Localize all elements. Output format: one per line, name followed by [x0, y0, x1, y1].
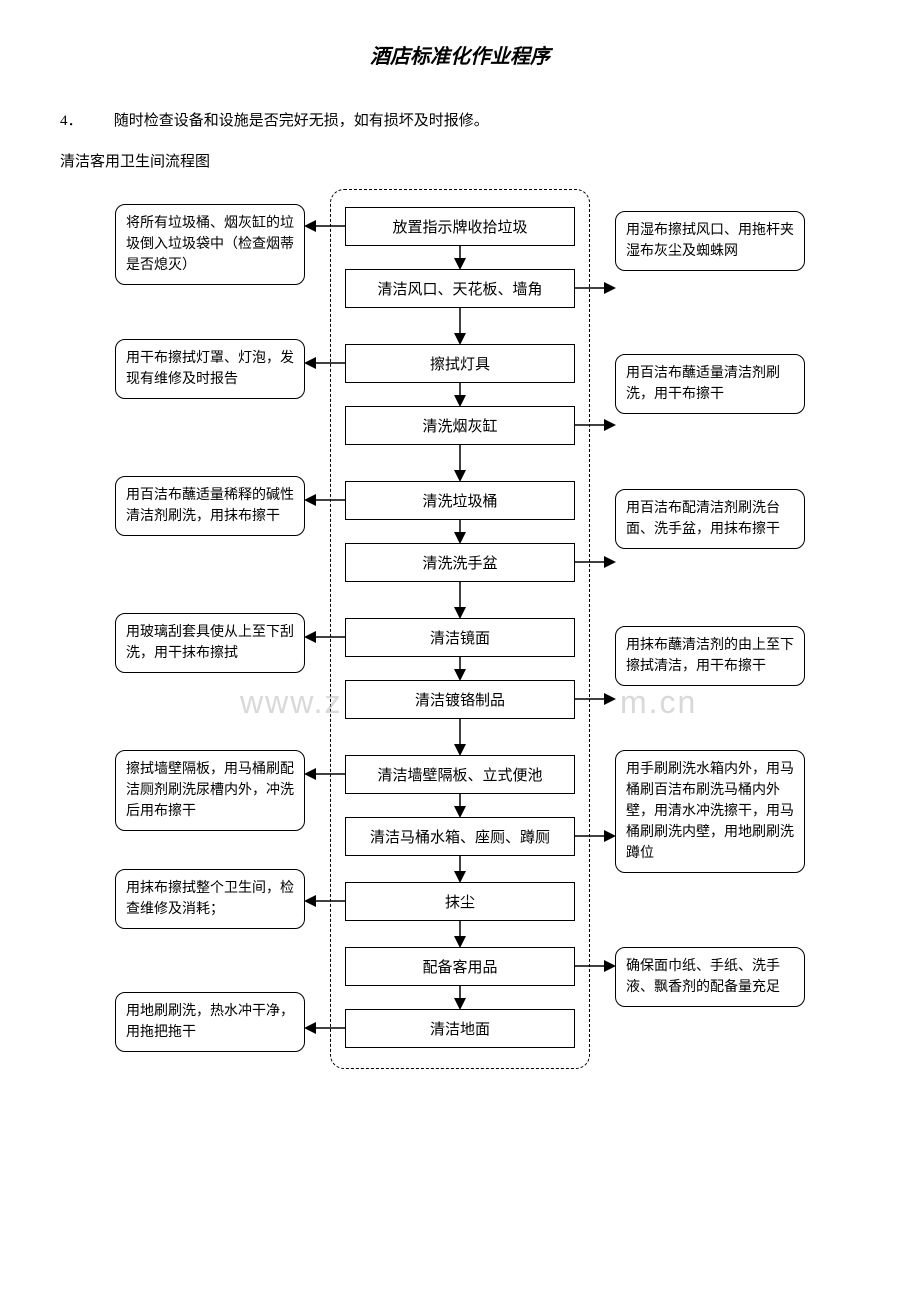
left-box-l7: 用地刷刷洗，热水冲干净，用拖把拖干 [115, 992, 305, 1052]
center-box-c3: 擦拭灯具 [345, 344, 575, 383]
intro-text: 随时检查设备和设施是否完好无损，如有损坏及时报修。 [114, 113, 489, 129]
left-box-l6: 用抹布擦拭整个卫生间，检查维修及消耗； [115, 869, 305, 929]
center-box-c12: 配备客用品 [345, 947, 575, 986]
watermark-right: m.cn [620, 684, 697, 721]
right-box-r5: 用手刷刷洗水箱内外，用马桶刷百洁布刷洗马桶内外壁，用清水冲洗擦干，用马桶刷刷洗内… [615, 750, 805, 873]
left-box-l3: 用百洁布蘸适量稀释的碱性清洁剂刷洗，用抹布擦干 [115, 476, 305, 536]
center-box-c4: 清洗烟灰缸 [345, 406, 575, 445]
center-box-c10: 清洁马桶水箱、座厕、蹲厕 [345, 817, 575, 856]
center-box-c5: 清洗垃圾桶 [345, 481, 575, 520]
right-box-r1: 用湿布擦拭风口、用拖杆夹湿布灰尘及蜘蛛网 [615, 211, 805, 271]
center-box-c1: 放置指示牌收拾垃圾 [345, 207, 575, 246]
flowchart-diagram: 放置指示牌收拾垃圾清洁风口、天花板、墙角擦拭灯具清洗烟灰缸清洗垃圾桶清洗洗手盆清… [60, 189, 860, 1089]
left-box-l5: 擦拭墙壁隔板，用马桶刷配洁厕剂刷洗尿槽内外，冲洗后用布擦干 [115, 750, 305, 831]
center-box-c9: 清洁墙壁隔板、立式便池 [345, 755, 575, 794]
center-box-c2: 清洁风口、天花板、墙角 [345, 269, 575, 308]
intro-line: 4． 随时检查设备和设施是否完好无损，如有损坏及时报修。 [60, 109, 860, 130]
page-title: 酒店标准化作业程序 [60, 40, 860, 69]
left-box-l1: 将所有垃圾桶、烟灰缸的垃圾倒入垃圾袋中（检查烟蒂是否熄灭） [115, 204, 305, 285]
subtitle: 清洁客用卫生间流程图 [60, 150, 860, 171]
center-box-c13: 清洁地面 [345, 1009, 575, 1048]
right-box-r2: 用百洁布蘸适量清洁剂刷洗，用干布擦干 [615, 354, 805, 414]
right-box-r6: 确保面巾纸、手纸、洗手液、飘香剂的配备量充足 [615, 947, 805, 1007]
right-box-r4: 用抹布蘸清洁剂的由上至下擦拭清洁，用干布擦干 [615, 626, 805, 686]
left-box-l2: 用干布擦拭灯罩、灯泡，发现有维修及时报告 [115, 339, 305, 399]
center-box-c7: 清洁镜面 [345, 618, 575, 657]
watermark-left: www.z [240, 684, 342, 721]
center-box-c11: 抹尘 [345, 882, 575, 921]
left-box-l4: 用玻璃刮套具使从上至下刮洗，用干抹布擦拭 [115, 613, 305, 673]
center-box-c8: 清洁镀铬制品 [345, 680, 575, 719]
right-box-r3: 用百洁布配清洁剂刷洗台面、洗手盆，用抹布擦干 [615, 489, 805, 549]
center-box-c6: 清洗洗手盆 [345, 543, 575, 582]
intro-num: 4． [60, 109, 110, 130]
